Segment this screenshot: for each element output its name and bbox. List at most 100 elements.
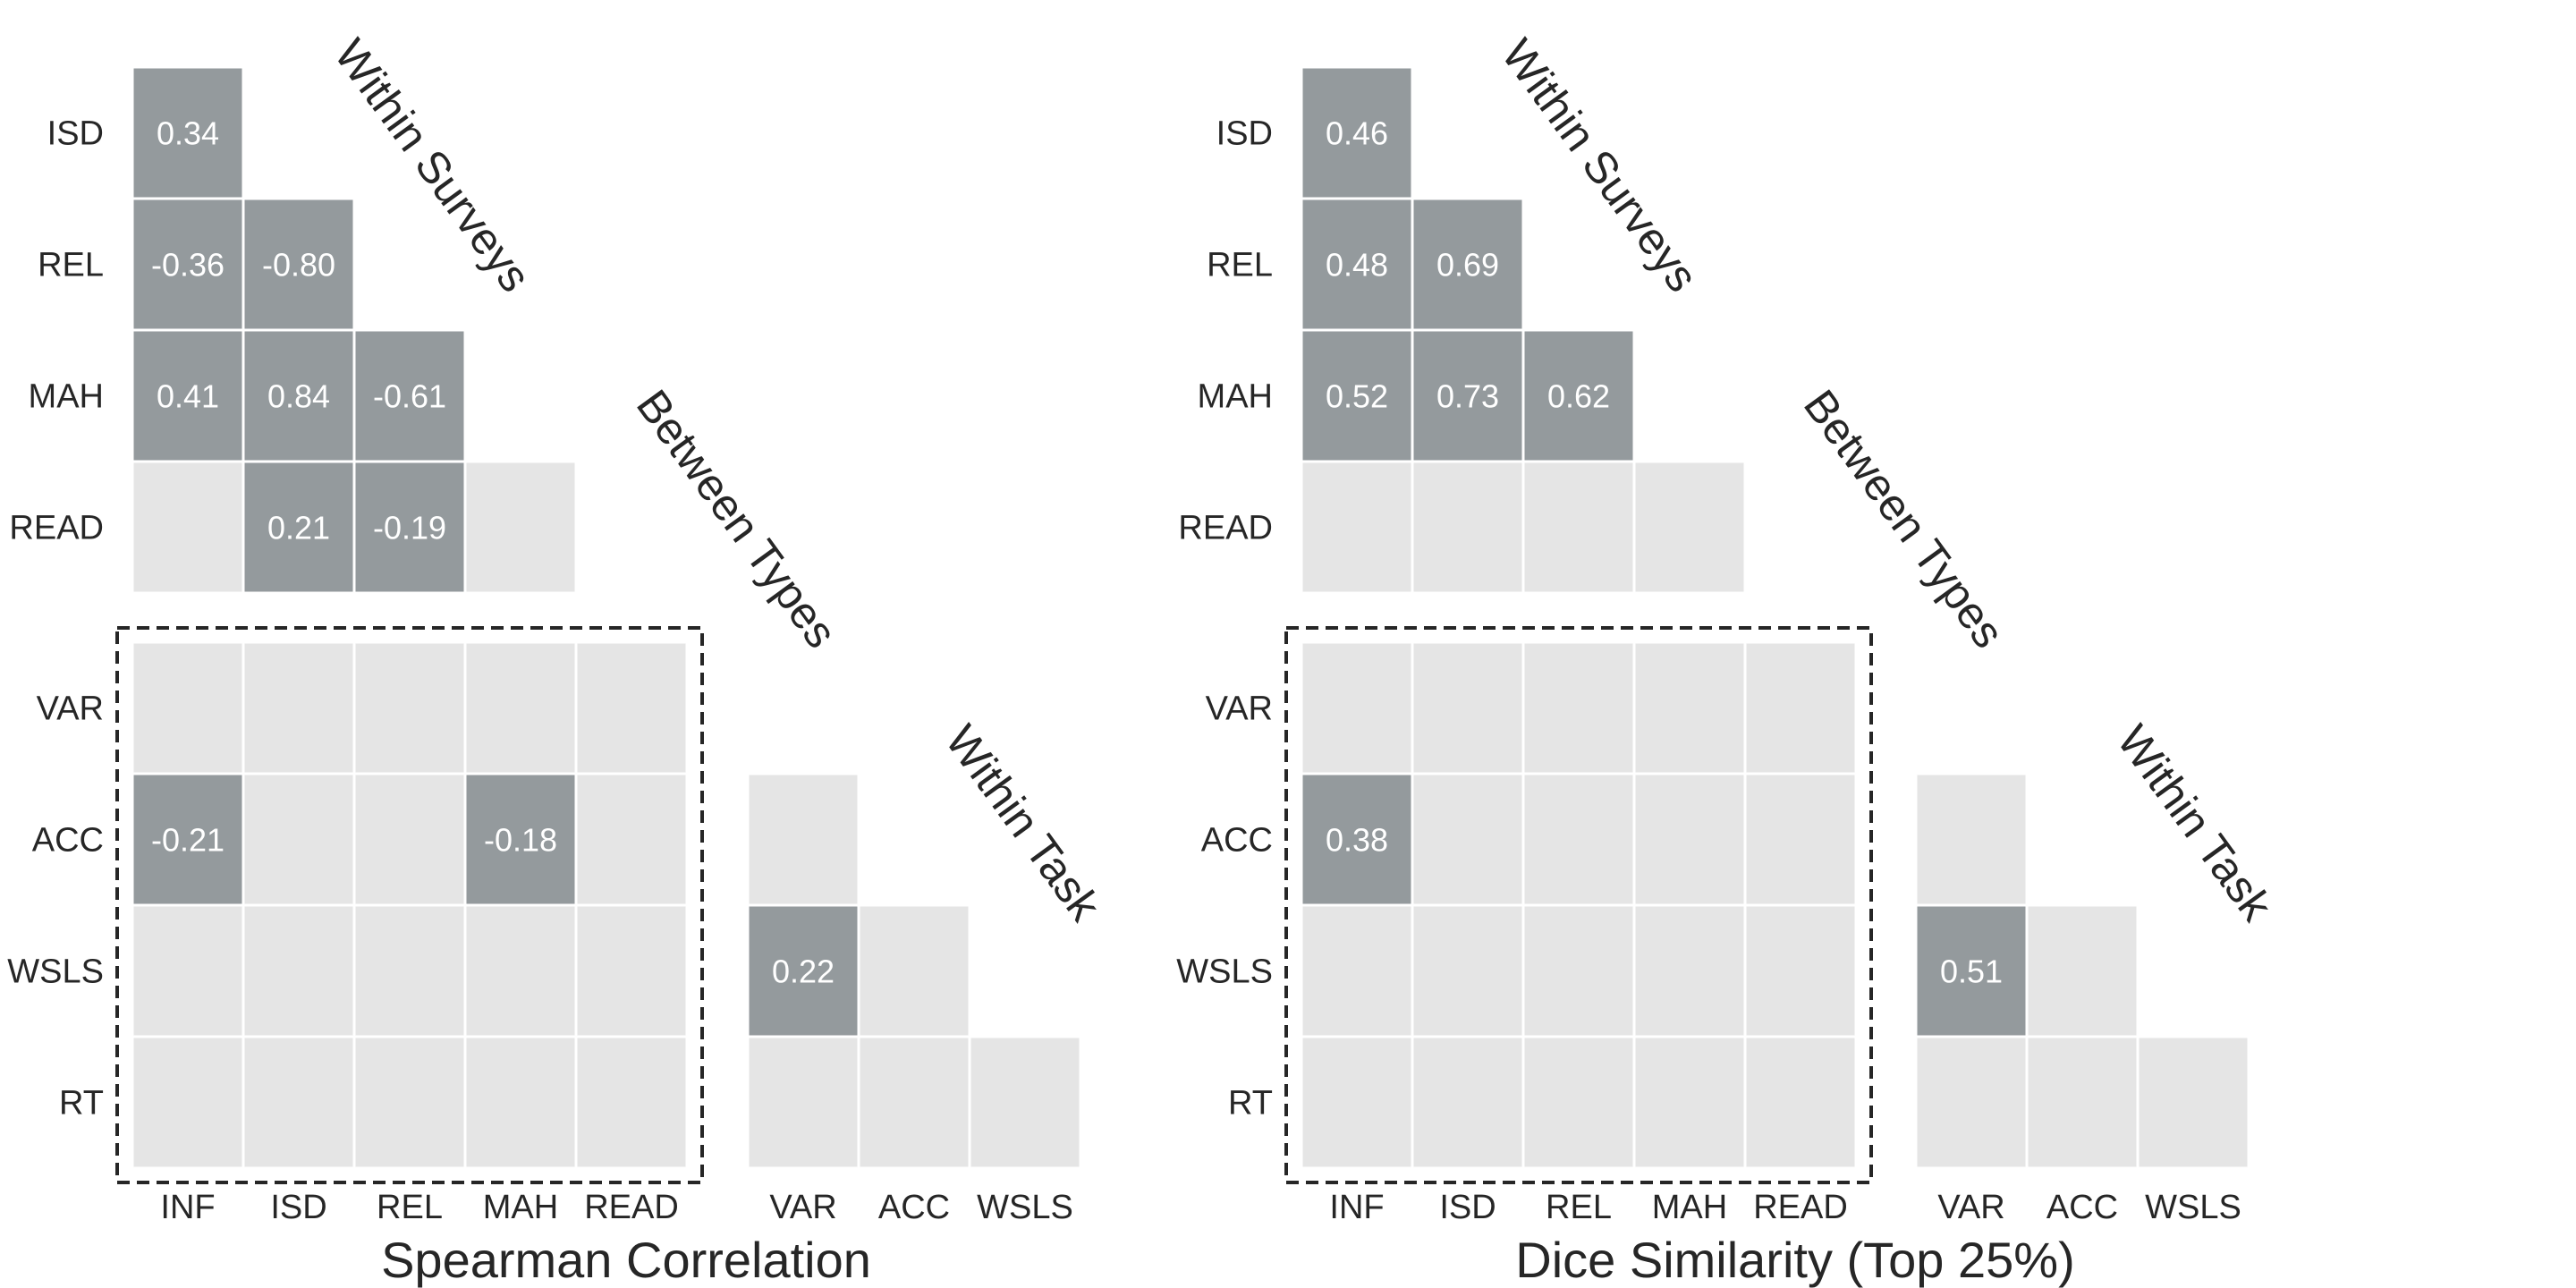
cell-rt-isd — [242, 1035, 356, 1170]
cell-read-inf — [131, 460, 245, 595]
col-label-mah: MAH — [1652, 1189, 1727, 1226]
col-label-isd: ISD — [270, 1189, 326, 1226]
cell-acc-isd — [1411, 772, 1525, 907]
cell-rel-inf-value: 0.48 — [1326, 247, 1388, 284]
cell-wsls-mah — [1632, 903, 1747, 1038]
cell-rel-isd — [1411, 197, 1525, 332]
cell-isd-inf-value: 0.34 — [157, 115, 219, 152]
cell-wsls-inf — [1300, 903, 1414, 1038]
cell-rt-read — [1743, 1035, 1858, 1170]
row-label-read: READ — [1178, 510, 1273, 547]
cell-read-isd — [1411, 460, 1525, 595]
cell-acc-read — [1743, 772, 1858, 907]
col-label-read: READ — [584, 1189, 679, 1226]
cell-acc-inf-value: 0.38 — [1326, 822, 1388, 859]
cell-rt-rel — [352, 1035, 467, 1170]
band-label-between-types: Between Types — [1794, 381, 2014, 657]
cell-rt-inf — [1300, 1035, 1414, 1170]
col-label-task-wsls: WSLS — [2145, 1189, 2241, 1226]
cell-read-rel — [352, 460, 467, 595]
col-label-read: READ — [1753, 1189, 1848, 1226]
cell-read-inf — [1300, 460, 1414, 595]
cell-rt-read — [574, 1035, 689, 1170]
cell-mah-rel — [1521, 328, 1636, 463]
row-label-task-wsls: WSLS — [1176, 953, 1273, 991]
cell-acc-inf-value: -0.21 — [151, 822, 225, 859]
cell-task-acc-var — [1914, 772, 2029, 907]
cell-acc-rel — [1521, 772, 1636, 907]
row-label-mah: MAH — [29, 378, 104, 416]
cell-rel-isd-value: 0.69 — [1436, 247, 1499, 284]
heatmap-panel-1: 0.34 -0.36 -0.80 0.41 0.84 -0.61 0.21 -0.19 -0.2… — [7, 30, 1111, 1288]
cell-wsls-isd — [242, 903, 356, 1038]
band-label-within-task: Within Task — [936, 716, 1111, 931]
col-label-rel: REL — [1546, 1189, 1612, 1226]
col-label-task-var: VAR — [769, 1189, 836, 1226]
cell-mah-isd-value: 0.73 — [1436, 378, 1499, 415]
cell-task-acc-var — [746, 772, 860, 907]
cell-isd-inf — [131, 65, 245, 200]
col-label-task-var: VAR — [1937, 1189, 2004, 1226]
col-label-task-acc: ACC — [878, 1189, 950, 1226]
row-label-task-var: VAR — [37, 691, 104, 728]
col-label-task-wsls: WSLS — [977, 1189, 1073, 1226]
cell-wsls-rel — [1521, 903, 1636, 1038]
row-label-mah: MAH — [1198, 378, 1273, 416]
cell-wsls-mah — [463, 903, 578, 1038]
cell-task-rt-var — [1914, 1035, 2029, 1170]
band-label-within-task: Within Task — [2107, 716, 2283, 931]
cell-mah-isd — [1411, 328, 1525, 463]
cell-task-wsls-acc — [857, 903, 971, 1038]
row-label-read: READ — [9, 510, 104, 547]
cell-rt-isd — [1411, 1035, 1525, 1170]
cell-acc-mah-value: -0.18 — [484, 822, 557, 859]
cell-wsls-read — [574, 903, 689, 1038]
cell-acc-read — [574, 772, 689, 907]
cell-task-wsls-acc — [2025, 903, 2140, 1038]
cell-wsls-read — [1743, 903, 1858, 1038]
cell-mah-isd-value: 0.84 — [267, 378, 330, 415]
cell-read-rel — [1521, 460, 1636, 595]
col-label-inf: INF — [160, 1189, 215, 1226]
cell-task-rt-acc — [2025, 1035, 2140, 1170]
col-label-isd: ISD — [1439, 1189, 1496, 1226]
cell-var-isd — [1411, 640, 1525, 775]
cell-read-isd — [242, 460, 356, 595]
cell-mah-rel-value: 0.62 — [1547, 378, 1610, 415]
col-label-rel: REL — [377, 1189, 443, 1226]
heatmap-panel-2: 0.46 0.48 0.69 0.52 0.73 0.62 0.38 0.51 ISD REL MA… — [1176, 30, 2283, 1288]
cell-var-rel — [1521, 640, 1636, 775]
row-label-rel: REL — [1207, 247, 1273, 284]
row-label-task-acc: ACC — [32, 822, 104, 860]
cell-wsls-isd — [1411, 903, 1525, 1038]
cell-isd-inf — [1300, 65, 1414, 200]
cell-read-isd-value: 0.21 — [267, 510, 330, 547]
cell-rt-rel — [1521, 1035, 1636, 1170]
cell-var-inf — [131, 640, 245, 775]
row-label-task-rt: RT — [59, 1085, 104, 1123]
row-label-task-var: VAR — [1206, 691, 1273, 728]
cell-acc-mah — [463, 772, 578, 907]
cell-task-rt-wsls — [968, 1035, 1082, 1170]
cell-acc-rel — [352, 772, 467, 907]
band-label-between-types: Between Types — [627, 381, 847, 657]
cell-acc-mah — [1632, 772, 1747, 907]
cell-task-rt-wsls — [2136, 1035, 2250, 1170]
cell-task-wsls-var-value: 0.22 — [772, 953, 835, 990]
cell-rt-mah — [1632, 1035, 1747, 1170]
cell-rt-mah — [463, 1035, 578, 1170]
row-label-task-wsls: WSLS — [7, 953, 104, 991]
cell-var-mah — [1632, 640, 1747, 775]
cell-mah-inf-value: 0.41 — [157, 378, 219, 415]
panel-title: Dice Similarity (Top 25%) — [1515, 1232, 2075, 1288]
cell-var-isd — [242, 640, 356, 775]
cell-task-rt-var — [746, 1035, 860, 1170]
row-label-rel: REL — [38, 247, 104, 284]
cell-acc-inf — [1300, 772, 1414, 907]
cell-wsls-rel — [352, 903, 467, 1038]
cell-mah-rel — [352, 328, 467, 463]
band-label-within-surveys: Within Surveys — [325, 30, 540, 301]
cell-var-read — [574, 640, 689, 775]
cell-acc-isd — [242, 772, 356, 907]
